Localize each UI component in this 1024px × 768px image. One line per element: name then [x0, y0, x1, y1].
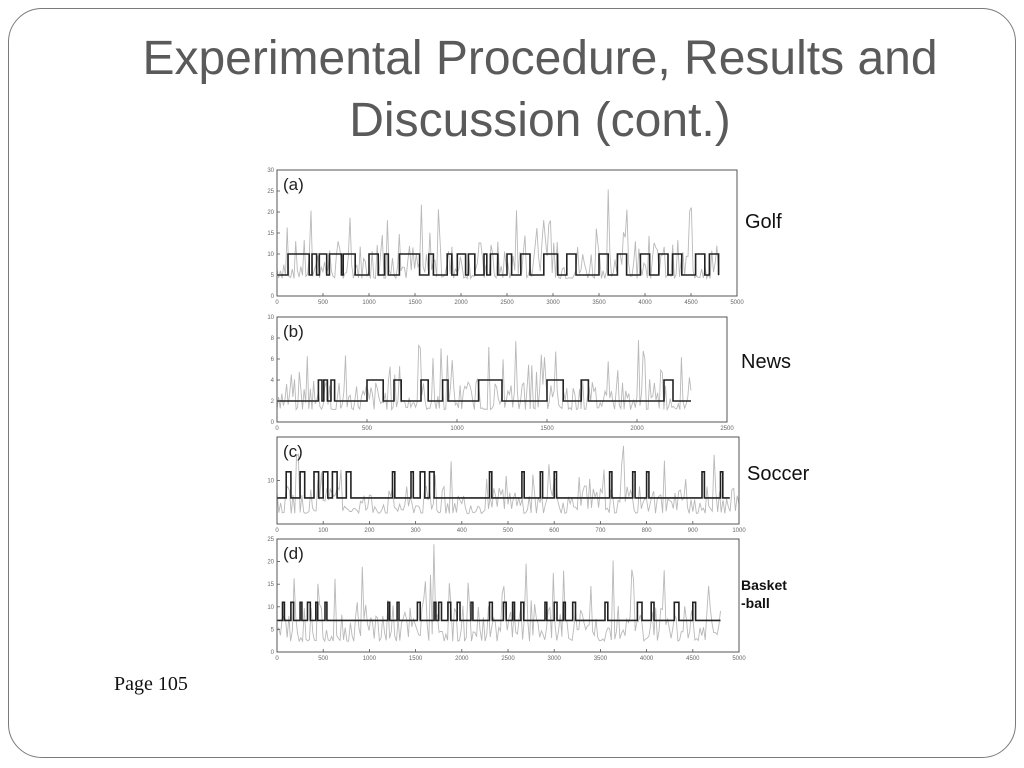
x-tick-label: 3500 [594, 656, 608, 662]
axes-box [276, 316, 728, 423]
noise-trace [276, 340, 692, 412]
x-tick-label: 600 [549, 528, 560, 534]
x-tick-label: 500 [362, 426, 373, 432]
x-tick-label: 300 [411, 528, 422, 534]
x-tick-label: 0 [275, 426, 279, 432]
panel-3: 0 100 200 300 400 500 600 700 800 900 1000 10 (c) Soc… [267, 436, 810, 534]
y-tick-label: 25 [267, 189, 274, 195]
y-tick-label: 0 [271, 650, 275, 656]
noise-trace [276, 445, 740, 515]
y-tick-label: 6 [271, 357, 275, 363]
panel-2: 0 500 1000 1500 2000 2500 0 2 4 6 8 10 (b) News [267, 315, 791, 432]
side-label: Basket [741, 577, 787, 593]
y-tick-label: 5 [271, 273, 275, 279]
x-tick-label: 100 [318, 528, 329, 534]
x-tick-label: 2500 [720, 426, 734, 432]
x-tick-label: 3000 [548, 656, 562, 662]
x-tick-label: 3000 [546, 300, 560, 306]
y-tick-label: 8 [271, 336, 275, 342]
side-label: Golf [745, 211, 782, 233]
y-tick-label: 4 [271, 378, 275, 384]
x-tick-label: 4500 [686, 656, 700, 662]
x-tick-label: 3500 [592, 300, 606, 306]
panel-letter: (b) [283, 322, 304, 341]
x-tick-label: 2000 [454, 300, 468, 306]
step-trace [277, 253, 720, 276]
x-tick-label: 500 [503, 528, 514, 534]
step-trace [277, 471, 730, 499]
step-trace [277, 379, 691, 402]
x-tick-label: 500 [318, 300, 329, 306]
x-tick-label: 700 [595, 528, 606, 534]
x-tick-label: 4000 [640, 656, 654, 662]
x-tick-label: 1000 [363, 656, 377, 662]
slide-title-line1: Experimental Procedure, Results and [142, 32, 938, 85]
x-tick-label: 1500 [409, 656, 423, 662]
noise-trace [276, 189, 720, 281]
noise-trace [276, 544, 721, 643]
x-tick-label: 2500 [500, 300, 514, 306]
side-label: News [741, 351, 791, 373]
y-tick-label: 5 [271, 627, 275, 633]
y-tick-label: 10 [267, 605, 274, 611]
side-label: -ball [741, 595, 770, 611]
panel-4: 0 500 1000 1500 2000 2500 3000 3500 4000 4500 5000… [267, 537, 787, 662]
y-tick-label: 10 [267, 252, 274, 258]
x-tick-label: 1000 [450, 426, 464, 432]
x-tick-label: 400 [457, 528, 468, 534]
x-tick-label: 5000 [730, 300, 744, 306]
y-tick-label: 10 [267, 479, 274, 485]
y-tick-label: 15 [267, 231, 274, 237]
y-tick-label: 20 [267, 210, 274, 216]
y-tick-label: 15 [267, 582, 274, 588]
x-tick-label: 900 [688, 528, 699, 534]
x-tick-label: 1500 [540, 426, 554, 432]
y-tick-label: 10 [267, 315, 274, 321]
y-tick-label: 20 [267, 560, 274, 566]
x-tick-label: 800 [642, 528, 653, 534]
y-tick-label: 30 [267, 168, 274, 174]
step-trace [277, 601, 721, 622]
y-tick-label: 0 [271, 420, 275, 426]
x-tick-label: 4000 [638, 300, 652, 306]
x-tick-label: 4500 [684, 300, 698, 306]
side-label: Soccer [747, 463, 810, 485]
x-tick-label: 2000 [455, 656, 469, 662]
panel-letter: (a) [283, 175, 304, 194]
x-tick-label: 1500 [408, 300, 422, 306]
slide-title-line2: Discussion (cont.) [349, 94, 731, 147]
x-tick-label: 1000 [362, 300, 376, 306]
axes-box [276, 169, 738, 297]
x-tick-label: 500 [318, 656, 329, 662]
y-tick-label: 0 [271, 294, 275, 300]
slide-title: Experimental Procedure, Results and Disc… [90, 28, 990, 152]
y-tick-label: 2 [271, 399, 275, 405]
panel-1: 0 500 1000 1500 2000 2500 3000 3500 4000 4500 5000… [267, 168, 782, 306]
x-tick-label: 0 [275, 528, 279, 534]
x-tick-label: 0 [275, 656, 279, 662]
figure-svg: 0 500 1000 1500 2000 2500 3000 3500 4000 4500 5000… [267, 168, 810, 662]
page-note: Page 105 [114, 673, 188, 695]
x-tick-label: 5000 [732, 656, 746, 662]
panel-letter: (c) [283, 442, 303, 461]
x-tick-label: 200 [364, 528, 375, 534]
panel-letter: (d) [283, 544, 304, 563]
x-tick-label: 2500 [501, 656, 515, 662]
y-tick-label: 25 [267, 537, 274, 543]
x-tick-label: 2000 [630, 426, 644, 432]
x-tick-label: 0 [275, 300, 279, 306]
figure-panels: 0 500 1000 1500 2000 2500 3000 3500 4000 4500 5000… [255, 166, 815, 662]
x-tick-label: 1000 [732, 528, 746, 534]
